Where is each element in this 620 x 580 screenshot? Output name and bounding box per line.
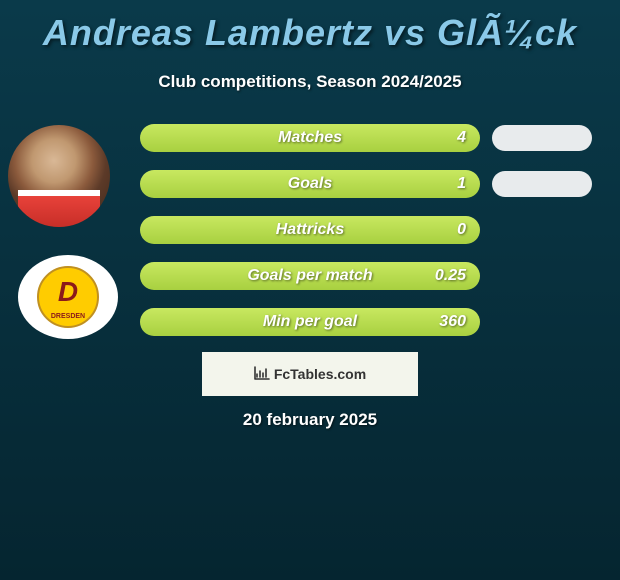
stat-value: 0 xyxy=(426,221,466,239)
stat-bar-hattricks: Hattricks 0 xyxy=(140,216,480,244)
brand-text: FcTables.com xyxy=(274,366,366,382)
player-avatar-top xyxy=(8,125,110,227)
stat-row: Goals per match 0.25 xyxy=(140,262,600,290)
stat-bar-goals-per-match: Goals per match 0.25 xyxy=(140,262,480,290)
stat-label: Goals xyxy=(154,175,426,193)
stat-value: 360 xyxy=(426,313,466,331)
stat-label: Goals per match xyxy=(154,267,426,285)
stat-row: Goals 1 xyxy=(140,170,600,198)
avatars-column: D DRESDEN xyxy=(8,125,118,339)
stat-bar-goals: Goals 1 xyxy=(140,170,480,198)
page-title: Andreas Lambertz vs GlÃ¼ck xyxy=(0,0,620,54)
stat-pill xyxy=(492,125,592,151)
stat-value: 1 xyxy=(426,175,466,193)
stat-row: Hattricks 0 xyxy=(140,216,600,244)
stat-bar-matches: Matches 4 xyxy=(140,124,480,152)
stat-label: Hattricks xyxy=(154,221,426,239)
stats-area: Matches 4 Goals 1 Hattricks 0 Goals per … xyxy=(140,124,600,354)
badge-letter: D xyxy=(58,276,78,308)
stat-bar-min-per-goal: Min per goal 360 xyxy=(140,308,480,336)
stat-pill xyxy=(492,171,592,197)
footer-date: 20 february 2025 xyxy=(243,410,377,430)
stat-value: 0.25 xyxy=(426,267,466,285)
stat-row: Min per goal 360 xyxy=(140,308,600,336)
chart-icon xyxy=(254,366,270,383)
badge-label: DRESDEN xyxy=(51,313,85,320)
stat-row: Matches 4 xyxy=(140,124,600,152)
page-subtitle: Club competitions, Season 2024/2025 xyxy=(0,72,620,92)
brand-logo: FcTables.com xyxy=(254,366,366,383)
brand-box[interactable]: FcTables.com xyxy=(202,352,418,396)
club-badge-bottom: D DRESDEN xyxy=(18,255,118,339)
stat-value: 4 xyxy=(426,129,466,147)
stat-label: Matches xyxy=(154,129,426,147)
stat-label: Min per goal xyxy=(154,313,426,331)
badge-inner: D DRESDEN xyxy=(37,266,99,328)
